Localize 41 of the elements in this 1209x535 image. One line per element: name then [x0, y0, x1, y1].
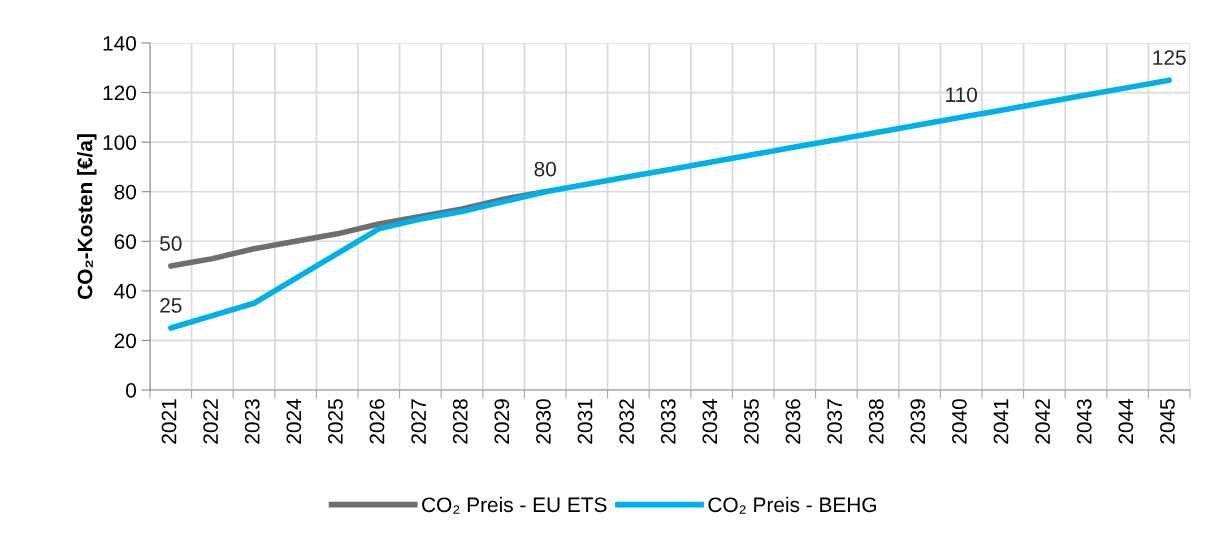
x-tick-label: 2037 [827, 399, 842, 444]
x-tick-label: 2041 [993, 399, 1009, 444]
x-tick-label: 2025 [328, 399, 343, 444]
legend-label: CO₂ Preis - EU ETS [422, 496, 607, 514]
x-tick-label: 2044 [1118, 398, 1134, 444]
data-label: 50 [160, 236, 182, 251]
x-tick-label: 2034 [702, 398, 718, 444]
x-tick-label: 2030 [536, 399, 551, 444]
x-tick-label: 2040 [952, 399, 967, 444]
y-tick-label: 120 [103, 85, 136, 101]
x-tick-label: 2021 [161, 399, 177, 444]
legend-label: CO₂ Preis - BEHG [708, 496, 876, 514]
y-tick-label: 0 [126, 383, 136, 398]
x-tick-label: 2028 [452, 399, 468, 444]
y-tick-label: 60 [114, 234, 136, 250]
x-tick-label: 2024 [286, 398, 302, 444]
data-label: 125 [1153, 50, 1186, 65]
y-tick-label: 140 [103, 36, 136, 51]
x-tick-label: 2029 [494, 399, 510, 444]
y-axis-title: CO₂-Kosten [€/a] [77, 134, 97, 299]
data-label: 25 [160, 298, 182, 313]
x-tick-label: 2043 [1076, 399, 1092, 444]
y-tick-label: 100 [103, 135, 136, 150]
x-tick-label: 2045 [1160, 399, 1175, 444]
y-tick-label: 80 [114, 184, 136, 200]
x-tick-label: 2033 [660, 399, 676, 444]
x-tick-label: 2038 [868, 399, 884, 444]
x-tick-label: 2027 [411, 399, 426, 444]
data-label: 110 [946, 87, 977, 103]
y-tick-label: 20 [114, 333, 136, 349]
y-tick-label: 40 [114, 283, 136, 299]
x-tick-label: 2022 [203, 399, 218, 444]
x-tick-label: 2026 [369, 399, 385, 444]
x-tick-label: 2036 [785, 399, 801, 444]
x-tick-label: 2035 [744, 399, 759, 444]
x-tick-label: 2031 [577, 399, 593, 444]
data-label: 80 [534, 161, 556, 177]
x-tick-label: 2039 [910, 399, 926, 444]
x-tick-label: 2032 [619, 399, 634, 444]
x-tick-label: 2023 [244, 399, 260, 444]
x-tick-label: 2042 [1035, 399, 1050, 444]
